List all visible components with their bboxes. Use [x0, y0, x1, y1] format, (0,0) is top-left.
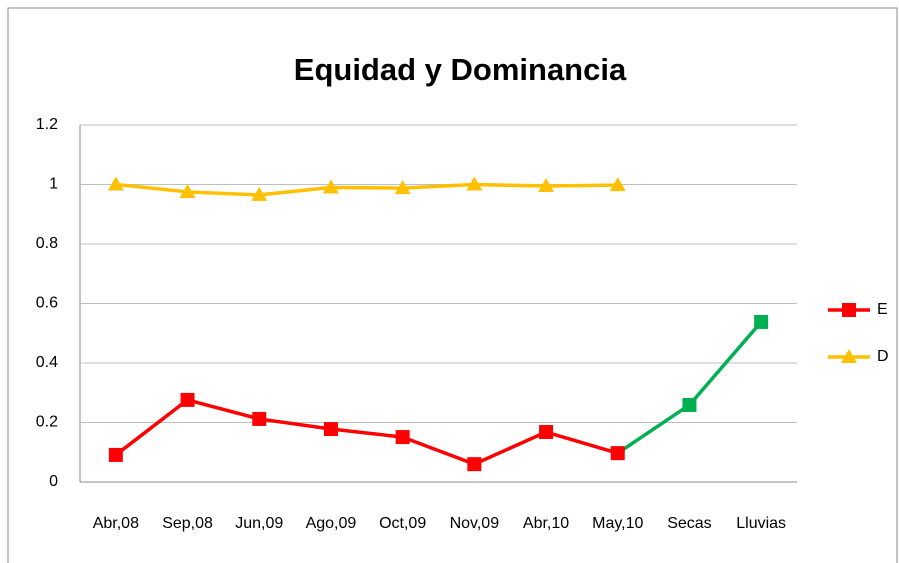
data-point — [539, 425, 554, 440]
y-tick-label: 0.8 — [36, 235, 58, 252]
x-tick-label: Lluvias — [736, 515, 786, 532]
legend-label: D — [877, 348, 889, 365]
line-segment — [688, 320, 763, 407]
y-tick-label: 0.6 — [36, 295, 58, 312]
data-point — [609, 177, 626, 192]
x-tick-label: May,10 — [592, 515, 643, 532]
line-segment — [545, 430, 619, 455]
y-tick-label: 0.4 — [36, 354, 58, 371]
data-point — [466, 176, 483, 191]
line-segment — [114, 398, 189, 457]
x-tick-label: Abr,10 — [523, 515, 569, 532]
line-segment — [259, 185, 332, 197]
data-point — [538, 177, 555, 192]
data-point — [467, 457, 482, 472]
line-segment — [616, 403, 691, 455]
data-point — [754, 314, 769, 329]
line-segment — [259, 417, 332, 431]
y-tick-label: 1 — [49, 176, 58, 193]
data-point — [394, 180, 411, 195]
x-tick-label: Abr,08 — [93, 515, 139, 532]
line-segment — [187, 190, 260, 197]
line-segment — [115, 182, 188, 194]
legend-label: E — [877, 301, 888, 318]
x-tick-label: Secas — [667, 515, 711, 532]
data-point — [252, 411, 267, 426]
data-point — [180, 392, 195, 407]
line-segment — [330, 427, 403, 439]
line-segment — [330, 185, 403, 190]
chart-title: Equidad y Dominancia — [294, 52, 627, 87]
line-segment — [546, 183, 618, 188]
line-segment — [473, 430, 547, 466]
data-point — [179, 183, 196, 198]
x-tick-label: Nov,09 — [450, 515, 500, 532]
y-tick-label: 0.2 — [36, 414, 58, 431]
y-tick-label: 1.2 — [36, 116, 58, 133]
x-tick-label: Ago,09 — [306, 515, 357, 532]
data-point — [251, 186, 268, 201]
legend-marker — [841, 349, 857, 363]
data-point — [610, 446, 625, 461]
line-segment — [402, 182, 475, 190]
x-tick-label: Sep,08 — [162, 515, 213, 532]
x-tick-label: Oct,09 — [379, 515, 426, 532]
line-segment — [474, 182, 547, 188]
data-point — [682, 397, 697, 412]
chart-frame — [7, 7, 898, 563]
data-point — [108, 447, 123, 462]
y-tick-label: 0 — [49, 473, 58, 490]
line-segment — [402, 435, 475, 466]
data-point — [395, 430, 410, 445]
x-tick-label: Jun,09 — [235, 515, 283, 532]
line-segment — [187, 398, 260, 421]
legend-marker — [842, 303, 856, 317]
data-point — [323, 422, 338, 437]
data-point — [322, 179, 339, 194]
data-point — [107, 176, 124, 191]
